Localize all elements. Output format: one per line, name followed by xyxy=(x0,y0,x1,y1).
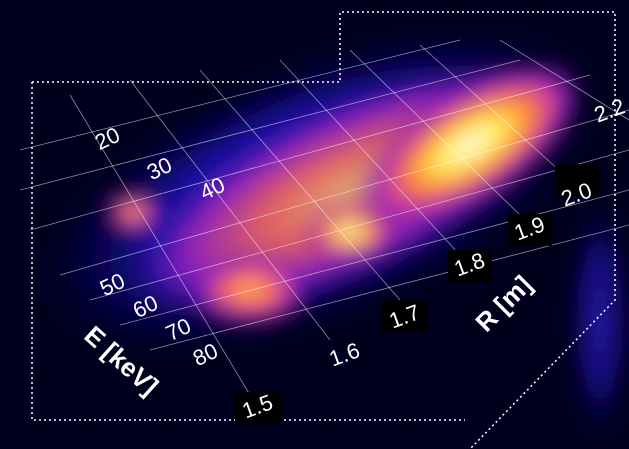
image: 20 30 40 50 60 70 80 E [keV] 1.5 1.6 1.7… xyxy=(0,0,629,449)
